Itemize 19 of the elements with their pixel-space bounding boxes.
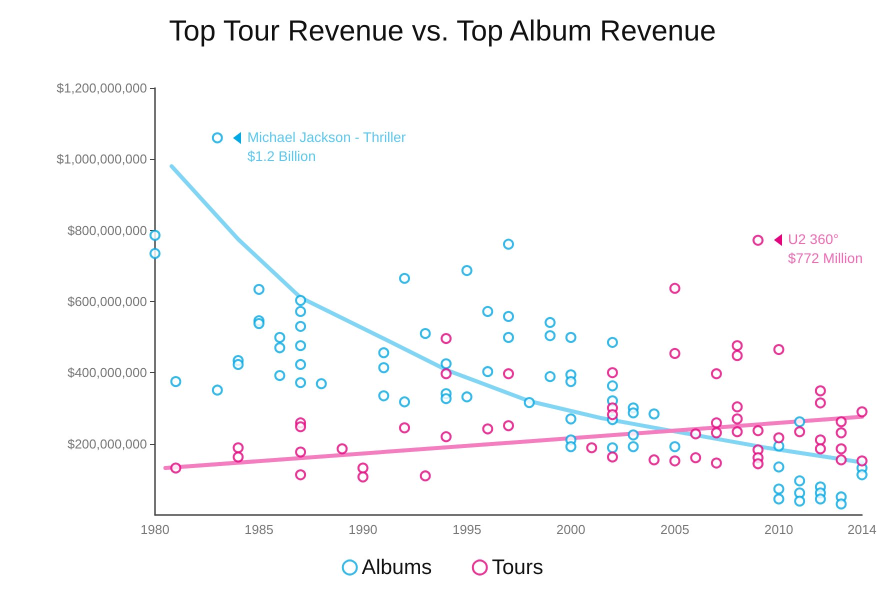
y-tick-label: $1,200,000,000 xyxy=(56,80,147,96)
x-tick-label: 1980 xyxy=(140,522,170,537)
y-tick-label: $200,000,000 xyxy=(67,436,147,452)
x-tick-label: 2014 xyxy=(848,522,876,537)
annotation: Michael Jackson - Thriller $1.2 Billion xyxy=(247,128,406,166)
legend-label: Albums xyxy=(362,556,432,579)
annotation: U2 360° $772 Million xyxy=(788,230,863,268)
x-tick-label: 2000 xyxy=(556,522,586,537)
x-tick-label: 2005 xyxy=(660,522,690,537)
x-tick-label: 2010 xyxy=(764,522,794,537)
x-tick-label: 1990 xyxy=(348,522,378,537)
y-tick-label: $400,000,000 xyxy=(67,365,147,380)
y-tick-label: $1,000,000,000 xyxy=(56,152,147,167)
x-tick-label: 1985 xyxy=(244,522,274,537)
y-tick-label: $800,000,000 xyxy=(67,222,147,238)
chart-title: Top Tour Revenue vs. Top Album Revenue xyxy=(168,16,716,48)
y-tick-label: $600,000,000 xyxy=(67,294,147,309)
legend-label: Tours xyxy=(492,556,544,579)
x-tick-label: 1995 xyxy=(452,522,482,537)
